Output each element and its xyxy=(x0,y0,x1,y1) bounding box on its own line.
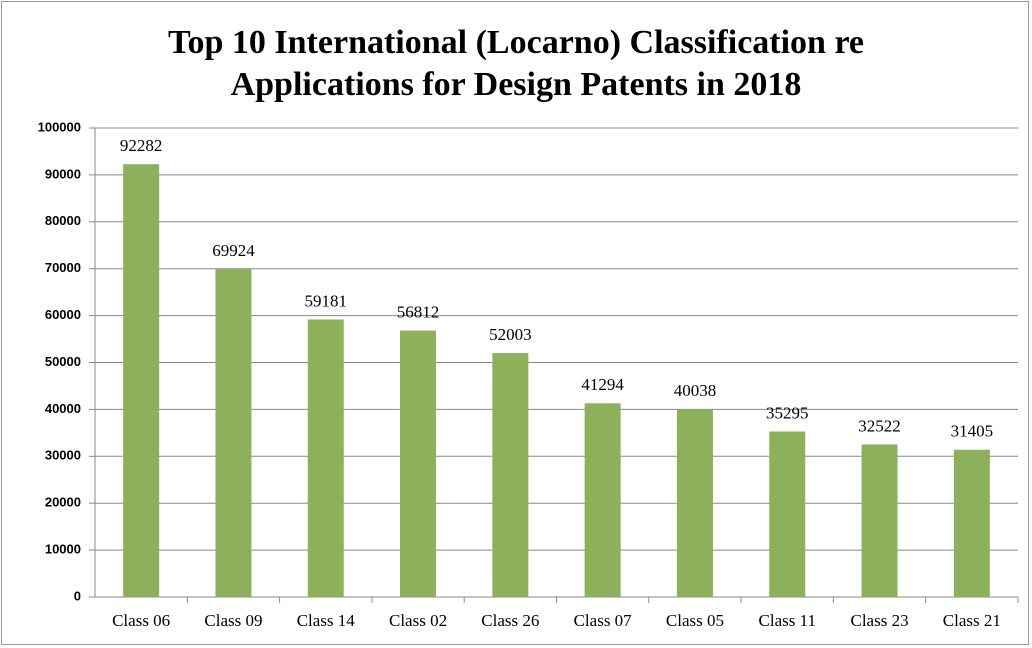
bar xyxy=(676,409,713,597)
y-tick-label: 0 xyxy=(74,588,81,603)
chart-title: Top 10 International (Locarno) Classific… xyxy=(167,24,865,103)
bar xyxy=(123,164,160,597)
x-tick-label: Class 09 xyxy=(204,611,262,630)
x-tick-label: Class 23 xyxy=(851,611,909,630)
x-tick-label: Class 05 xyxy=(666,611,724,630)
bar xyxy=(953,449,990,597)
x-tick-label: Class 11 xyxy=(759,611,816,630)
data-label: 35295 xyxy=(766,403,809,422)
y-tick-label: 40000 xyxy=(45,401,81,416)
y-tick-label: 80000 xyxy=(45,213,81,228)
data-label: 40038 xyxy=(674,381,717,400)
x-tick-label: Class 02 xyxy=(389,611,447,630)
y-tick-label: 10000 xyxy=(45,542,81,557)
bar xyxy=(861,444,898,597)
bar xyxy=(492,353,529,597)
data-label: 31405 xyxy=(951,422,994,441)
data-label: 92282 xyxy=(120,136,163,155)
x-tick-label: Class 21 xyxy=(943,611,1001,630)
y-tick-label: 60000 xyxy=(45,307,81,322)
x-tick-label: Class 14 xyxy=(297,611,356,630)
y-tick-label: 90000 xyxy=(45,166,81,181)
bar xyxy=(307,319,344,597)
bar xyxy=(584,403,621,597)
data-label: 69924 xyxy=(212,241,255,260)
y-tick-label: 100000 xyxy=(38,119,81,134)
data-label: 52003 xyxy=(489,325,532,344)
data-label: 59181 xyxy=(305,291,348,310)
data-label: 32522 xyxy=(858,416,901,435)
bar xyxy=(769,431,806,597)
x-tick-label: Class 07 xyxy=(574,611,633,630)
bar xyxy=(215,269,252,597)
x-tick-label: Class 26 xyxy=(481,611,539,630)
y-tick-label: 70000 xyxy=(45,260,81,275)
data-label: 56812 xyxy=(397,302,440,321)
bar xyxy=(400,330,437,597)
y-tick-label: 30000 xyxy=(45,448,81,463)
y-tick-label: 50000 xyxy=(45,354,81,369)
x-tick-label: Class 06 xyxy=(112,611,170,630)
data-label: 41294 xyxy=(581,375,624,394)
y-tick-label: 20000 xyxy=(45,495,81,510)
